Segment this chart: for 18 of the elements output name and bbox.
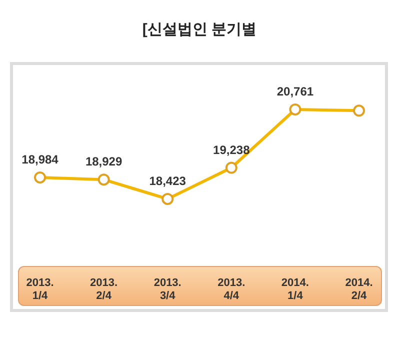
x-tick-label: 2013. 2/4 xyxy=(90,277,118,302)
x-tick-label: 2013. 3/4 xyxy=(154,277,182,302)
point xyxy=(353,104,365,117)
data-label: 18,984 xyxy=(22,152,59,166)
point xyxy=(162,192,174,205)
point xyxy=(34,171,46,184)
data-label: 18,929 xyxy=(85,154,122,169)
point xyxy=(289,103,302,116)
chart-title: [신설법인 분기별 xyxy=(141,20,258,40)
data-label: 18,423 xyxy=(149,174,186,188)
point xyxy=(98,174,110,186)
data-label: 19,238 xyxy=(213,142,250,157)
data-label: 20,761 xyxy=(276,84,314,98)
x-tick-label: 2013. 1/4 xyxy=(26,277,54,302)
x-tick-label: 2014. 2/4 xyxy=(345,277,373,302)
x-tick-label: 2013. 4/4 xyxy=(218,277,246,302)
x-tick-label: 2014. 1/4 xyxy=(281,277,309,302)
point xyxy=(225,162,238,174)
